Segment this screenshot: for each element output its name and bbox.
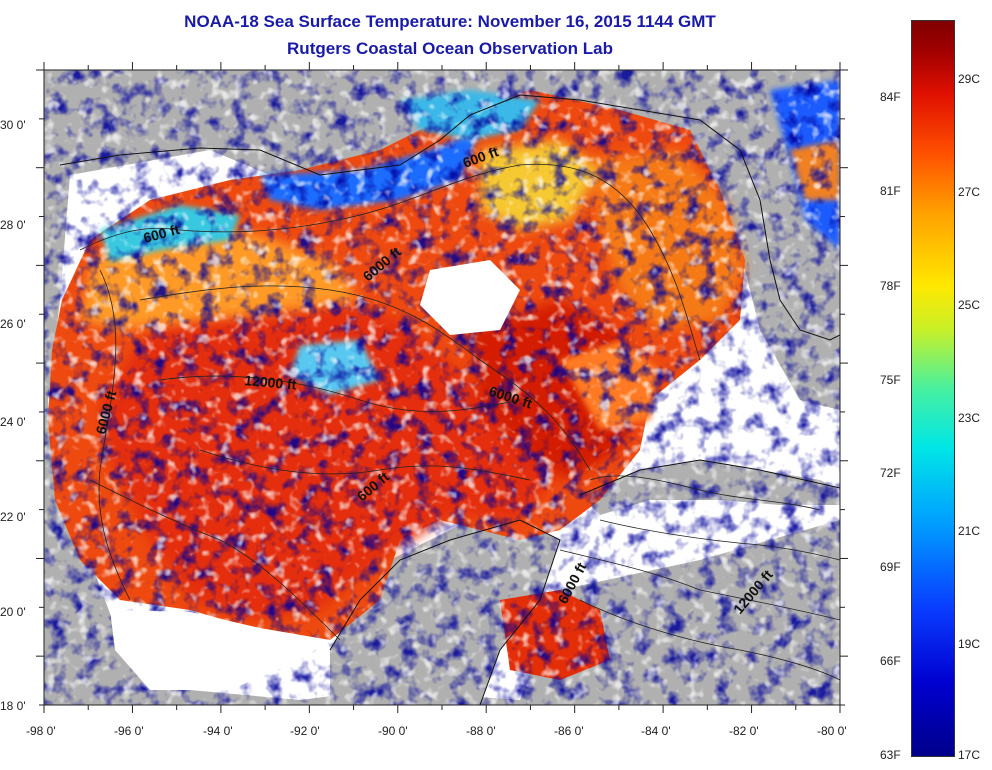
y-axis-label: 24 0' [0, 415, 26, 429]
x-axis-label: -80 0' [817, 724, 847, 738]
x-axis-label: -90 0' [378, 724, 408, 738]
y-axis-label: 20 0' [0, 605, 26, 619]
colorbar-celsius-label: 23C [958, 411, 981, 425]
x-axis-label: -96 0' [114, 724, 144, 738]
y-axis-label: 28 0' [0, 218, 26, 232]
colorbar-celsius-label: 21C [958, 524, 981, 538]
y-axis-label: 26 0' [0, 317, 26, 331]
colorbar-fahrenheit-label: 84F [880, 90, 901, 104]
y-axis-label: 22 0' [0, 510, 26, 524]
x-axis-label: -84 0' [641, 724, 671, 738]
colorbar-fahrenheit-label: 78F [880, 279, 901, 293]
colorbar-celsius-label: 19C [958, 637, 981, 651]
colorbar-fahrenheit-label: 69F [880, 560, 901, 574]
colorbar-fahrenheit-label: 81F [880, 184, 901, 198]
colorbar-celsius-label: 17C [958, 748, 981, 762]
bathymetry-contours [79, 163, 840, 681]
colorbar-fahrenheit-label: 72F [880, 466, 901, 480]
map-subtitle: Rutgers Coastal Ocean Observation Lab [287, 39, 613, 58]
colorbar-fahrenheit-label: 75F [880, 373, 901, 387]
coastline [59, 94, 840, 705]
x-axis-label: -98 0' [26, 724, 56, 738]
x-axis-label: -88 0' [466, 724, 496, 738]
map-title: NOAA-18 Sea Surface Temperature: Novembe… [184, 12, 716, 31]
colorbar-celsius-label: 29C [958, 72, 981, 86]
axis-ticks [36, 62, 848, 713]
y-axis-label: 30 0' [0, 118, 26, 132]
temperature-colorbar [911, 20, 955, 757]
sst-swath [44, 70, 840, 705]
colorbar-fahrenheit-label: 66F [880, 654, 901, 668]
colorbar-celsius-label: 27C [958, 185, 981, 199]
x-axis-label: -86 0' [554, 724, 584, 738]
colorbar-celsius-label: 25C [958, 298, 981, 312]
x-axis-label: -92 0' [290, 724, 320, 738]
colorbar-fahrenheit-label: 63F [880, 748, 901, 762]
contour-label: 12000 ft [244, 372, 298, 393]
x-axis-label: -82 0' [729, 724, 759, 738]
y-axis-label: 18 0' [0, 699, 26, 713]
x-axis-label: -94 0' [203, 724, 233, 738]
